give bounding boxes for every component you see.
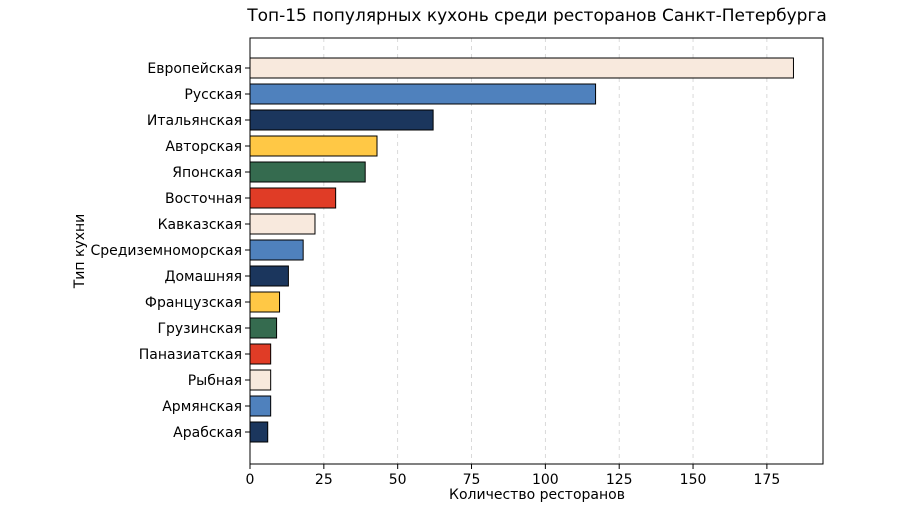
y-tick-label: Паназиатская: [139, 347, 242, 363]
x-axis-label: Количество ресторанов: [449, 487, 625, 503]
bar: [249, 343, 272, 365]
y-tick-label: Японская: [172, 165, 242, 181]
bar: [249, 213, 316, 235]
y-tick-label: Армянская: [162, 399, 242, 415]
y-tick-label: Арабская: [173, 425, 242, 441]
x-tick-label: 150: [680, 472, 707, 488]
bar: [249, 421, 269, 443]
y-tick-label: Французская: [145, 295, 242, 311]
bar: [249, 239, 304, 261]
bar: [249, 187, 337, 209]
y-tick-label: Европейская: [147, 61, 242, 77]
y-tick-label: Домашняя: [165, 269, 242, 285]
bars: [249, 57, 794, 443]
y-tick-label: Кавказская: [158, 217, 242, 233]
bar: [249, 161, 366, 183]
bar: [249, 395, 272, 417]
bar: [249, 57, 794, 79]
x-tick-label: 125: [606, 472, 633, 488]
x-axis-ticks: 0 25 50 75 100 125 150 175: [246, 464, 781, 488]
bar: [249, 265, 289, 287]
y-tick-label: Восточная: [165, 191, 242, 207]
bar: [249, 369, 272, 391]
bar: [249, 83, 597, 105]
x-tick-label: 75: [463, 472, 481, 488]
bar: [249, 317, 278, 339]
bar: [249, 109, 434, 131]
y-tick-label: Грузинская: [157, 321, 242, 337]
bar: [249, 291, 281, 313]
y-tick-label: Русская: [184, 87, 242, 103]
y-axis-label: Тип кухни: [72, 214, 88, 290]
chart-title: Топ-15 популярных кухонь среди ресторано…: [246, 6, 827, 26]
y-tick-label: Рыбная: [188, 373, 242, 389]
plot-frame: [249, 37, 824, 465]
x-tick-label: 175: [754, 472, 781, 488]
y-tick-label: Авторская: [165, 139, 242, 155]
x-tick-label: 50: [389, 472, 407, 488]
x-tick-label: 100: [532, 472, 559, 488]
bar: [249, 135, 378, 157]
y-axis-ticks: Европейская Русская Итальянская Авторская Яп…: [90, 61, 250, 441]
x-tick-label: 0: [246, 472, 255, 488]
y-tick-label: Средиземноморская: [90, 243, 242, 259]
y-tick-label: Итальянская: [147, 113, 242, 129]
x-tick-label: 25: [315, 472, 333, 488]
